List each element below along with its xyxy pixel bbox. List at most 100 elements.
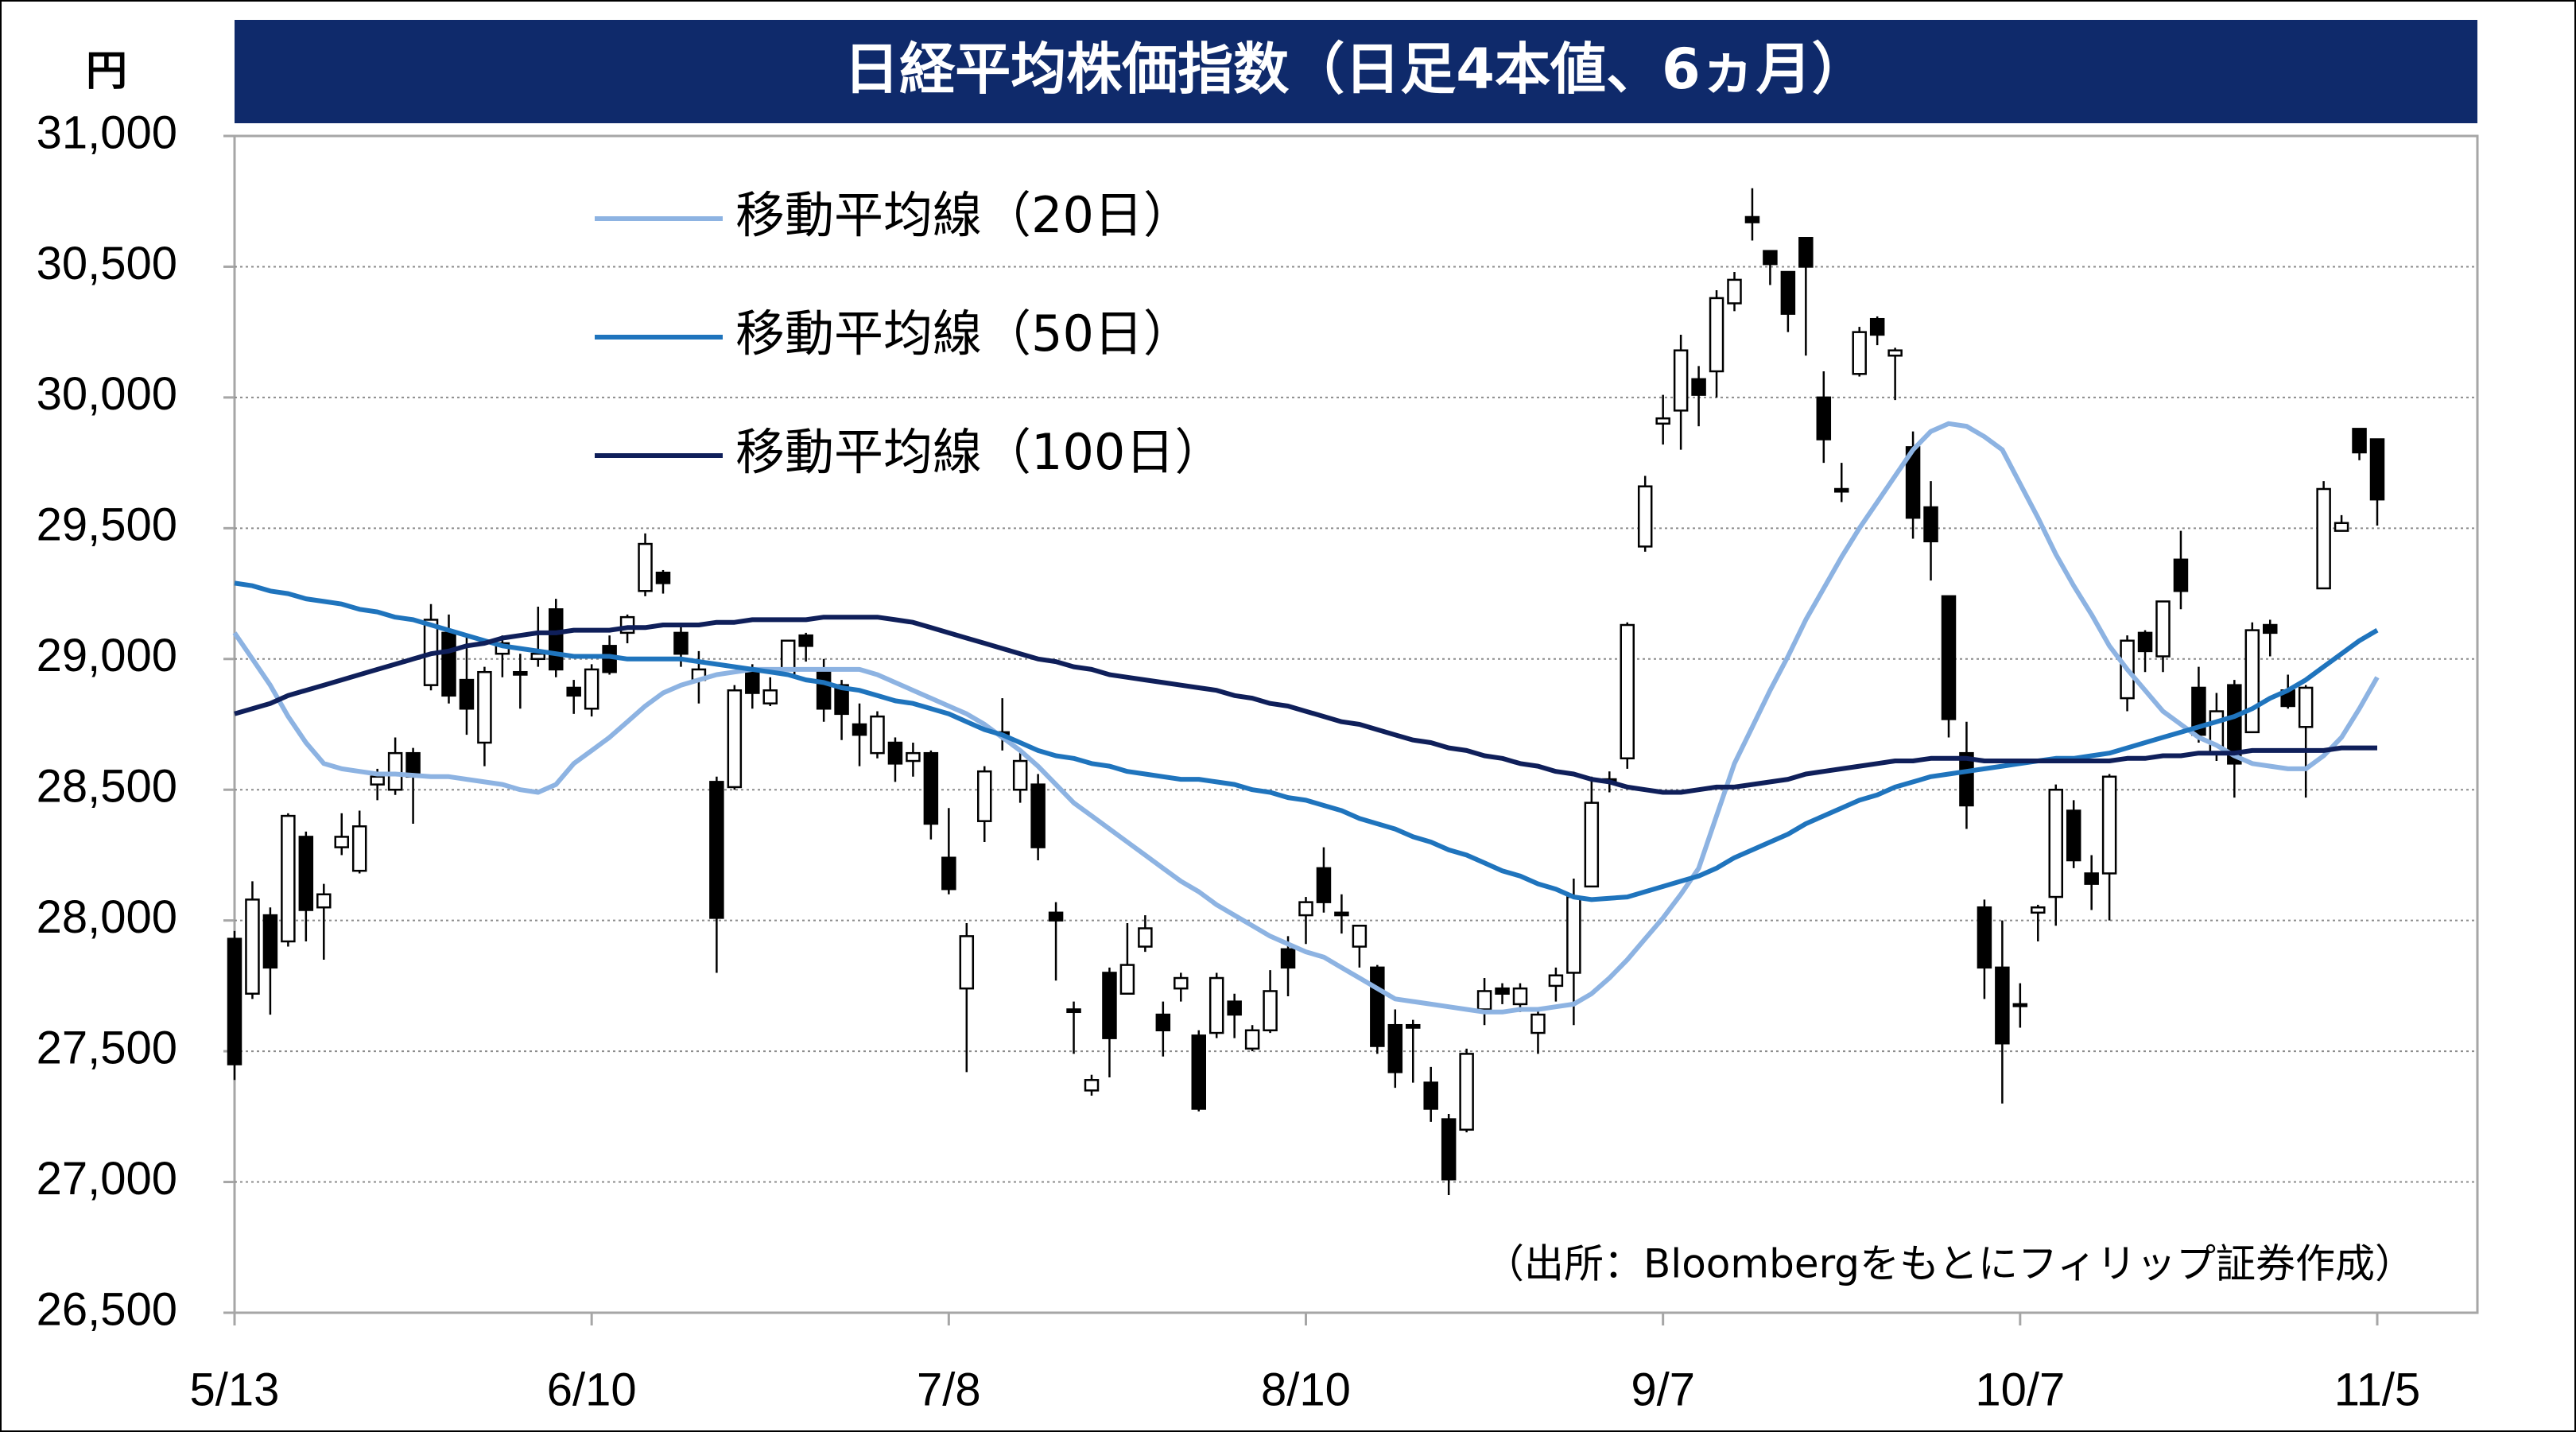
moving-average-line [234,615,2377,795]
candle-body [1423,1081,1438,1110]
candle-body [351,825,367,872]
candle-body [1370,966,1385,1047]
x-tick-label: 11/5 [2334,1364,2421,1415]
candle-body [1923,506,1938,543]
candle-body [638,542,653,592]
legend-label: 移動平均線（20日） [735,186,1193,244]
x-tick-label: 8/10 [1261,1364,1351,1415]
candle-body [2244,629,2260,734]
candle-body [1459,1053,1474,1131]
candle-body [1655,417,1670,425]
candle-body [298,836,314,911]
candle-body [709,781,724,919]
candle-body [887,741,903,765]
candle-body [1263,990,1278,1032]
candle-body [1066,1008,1081,1014]
candle-body [1637,485,1653,548]
x-tick-label: 7/8 [917,1364,981,1415]
candle-body [2031,906,2046,914]
candle-body [906,751,921,763]
candle-body [1102,972,1117,1039]
chart-title: 日経平均株価指数（日足4本値、6ヵ月） [844,37,1867,102]
x-tick-label: 6/10 [547,1364,637,1415]
candle-body [1227,1000,1242,1016]
candle-body [1566,895,1581,974]
title-bar [235,20,2477,123]
candle-body [762,689,778,704]
candle-body [262,914,278,969]
candle-body [2263,623,2278,635]
candle-body [1620,623,1635,760]
candle-body [370,775,385,786]
candle-body [1191,1034,1206,1110]
y-tick-label: 27,500 [37,1022,177,1073]
candle-body [1548,974,1564,988]
candle-body [2101,775,2117,875]
y-tick-label: 29,000 [37,630,177,681]
candle-body [513,670,528,676]
candle-body [441,631,456,697]
candle-body [1174,976,1189,990]
candle-body [1995,966,2010,1045]
y-tick-label: 27,000 [37,1153,177,1205]
candle-body [1816,396,1832,440]
x-tick-label: 10/7 [1975,1364,2065,1415]
candle-body [2298,686,2314,728]
candle-body [1012,759,1028,791]
candle-body [1798,237,1814,268]
candle-body [1495,987,1510,995]
candle-body [566,686,581,697]
candle-body [1673,349,1689,412]
candle-body [227,937,242,1065]
y-tick-label: 30,500 [37,238,177,289]
candle-body [1084,1079,1100,1092]
candle-body [584,668,599,710]
candle-body [1887,349,1903,357]
y-tick-label: 29,500 [37,499,177,551]
x-tick-label: 5/13 [190,1364,280,1415]
candle-body [1119,964,1135,995]
candle-body [387,751,403,791]
candle-body [870,715,885,755]
candle-body [1476,990,1492,1011]
legend-label: 移動平均線（100日） [735,423,1224,481]
candle-body [834,684,849,716]
candle-body [1406,1023,1421,1029]
candle-body [1387,1023,1403,1073]
plot-frame [233,134,2479,1314]
y-tick-label: 26,500 [37,1283,177,1335]
candle-body [1763,250,1778,266]
candle-body [1530,1013,1546,1034]
candle-body [2155,600,2171,658]
candle-body [1977,906,1992,969]
candle-body [655,571,671,584]
candle-body [673,631,689,655]
candle-body [245,898,260,995]
candle-body [1441,1118,1457,1181]
candle-body [477,670,492,744]
candle-body [1244,1029,1260,1050]
candle-body [1744,215,1760,223]
y-axis-unit: 円 [86,48,127,95]
candle-body [281,814,296,943]
candle-body [530,652,546,661]
candle-body [1869,317,1885,336]
candle-body [798,634,813,647]
candle-body [941,856,956,891]
candle-body [1691,378,1706,396]
source-note: （出所：Bloombergをもとにフィリップ証券作成） [1484,1241,2415,1287]
y-tick-label: 28,500 [37,761,177,813]
candle-body [1352,924,1368,948]
candle-body [1316,867,1332,903]
candle-body [852,723,867,736]
candle-body [2137,631,2153,653]
candle-body [745,670,760,694]
candle-body [2084,872,2099,885]
candle-body [316,893,332,909]
x-tick-label: 9/7 [1631,1364,1695,1415]
candle-body [2369,438,2385,501]
moving-average-line [234,580,2379,902]
candle-body [549,608,564,671]
